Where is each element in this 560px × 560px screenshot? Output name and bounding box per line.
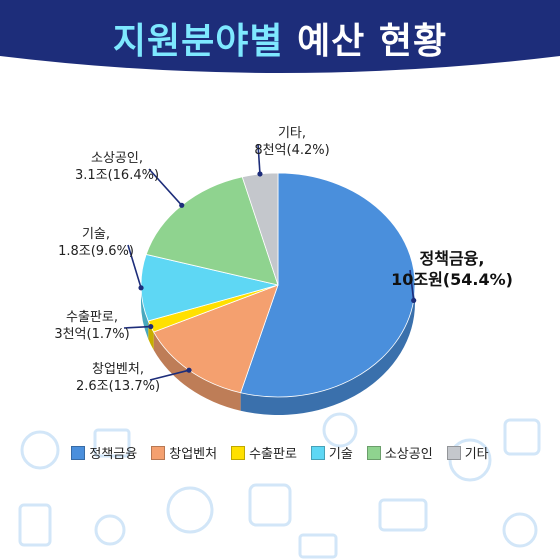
slice-label-기술: 기술,: [82, 227, 110, 242]
legend-item-창업벤처: 창업벤처: [151, 443, 217, 462]
title-banner: [0, 0, 560, 73]
legend-item-정책금융: 정책금융: [71, 443, 137, 462]
pie-side-정책금융: [240, 285, 415, 416]
slice-label-수출판로: 수출판로,: [66, 310, 118, 325]
pie-side-창업벤처: [153, 332, 241, 411]
pie-slices: [140, 172, 416, 398]
leader-line-기술: [127, 244, 142, 289]
legend-item-기타: 기타: [446, 443, 489, 462]
legend-label: 기타: [464, 447, 489, 462]
slice-label-창업벤처: 창업벤처,: [92, 362, 144, 377]
legend-label: 수출판로: [249, 447, 297, 462]
leader-line-창업벤처: [149, 369, 190, 381]
legend-label: 정책금융: [89, 447, 138, 462]
background-decoration: [18, 412, 541, 559]
title-main: 지원분야별: [112, 21, 284, 62]
slice-label-소상공인: 소상공인,: [91, 151, 143, 166]
leader-line-수출판로: [123, 325, 151, 329]
legend: 정책금융 창업벤처 수출판로 기술 소상공인 기타: [0, 443, 560, 462]
slice-label-정책금융: 정책금융,: [420, 249, 485, 268]
legend-swatch: [71, 445, 86, 460]
leader-dot-기술: [138, 285, 144, 291]
leader-dot-정책금융: [411, 297, 417, 304]
legend-item-소상공인: 소상공인: [366, 443, 433, 462]
leader-line-소상공인: [148, 168, 183, 206]
legend-label: 창업벤처: [169, 447, 218, 462]
legend-swatch: [231, 445, 246, 460]
leader-dot-소상공인: [179, 202, 185, 208]
slice-value-정책금융: 10조원(54.4%): [391, 270, 513, 289]
leader-dot-수출판로: [148, 323, 154, 330]
page-title: 지원분야별 예산 현황: [0, 12, 560, 64]
slice-label-기타: 기타,: [278, 126, 306, 141]
leader-line-기타: [257, 143, 261, 175]
legend-swatch: [446, 445, 461, 460]
leader-lines: [123, 143, 417, 381]
slice-value-수출판로: 3천억(1.7%): [54, 327, 129, 342]
legend-swatch: [310, 445, 325, 460]
slice-value-기타: 8천억(4.2%): [254, 143, 329, 158]
slice-value-창업벤처: 2.6조(13.7%): [76, 379, 160, 394]
leader-dot-창업벤처: [186, 367, 192, 373]
slice-labels: 정책금융, 10조원(54.4%) 창업벤처, 2.6조(13.7%) 수출판로, 3천억…: [54, 126, 513, 394]
title-sub: 예산 현황: [297, 21, 448, 62]
leader-dot-기타: [257, 171, 263, 177]
legend-label: 소상공인: [384, 447, 433, 462]
slice-value-소상공인: 3.1조(16.4%): [75, 168, 159, 183]
legend-item-수출판로: 수출판로: [231, 443, 297, 462]
legend-swatch: [151, 445, 166, 460]
legend-swatch: [366, 445, 381, 460]
leader-line-정책금융: [409, 269, 415, 301]
slice-value-기술: 1.8조(9.6%): [58, 244, 134, 259]
legend-label: 기술: [328, 447, 353, 462]
legend-item-기술: 기술: [310, 443, 353, 462]
